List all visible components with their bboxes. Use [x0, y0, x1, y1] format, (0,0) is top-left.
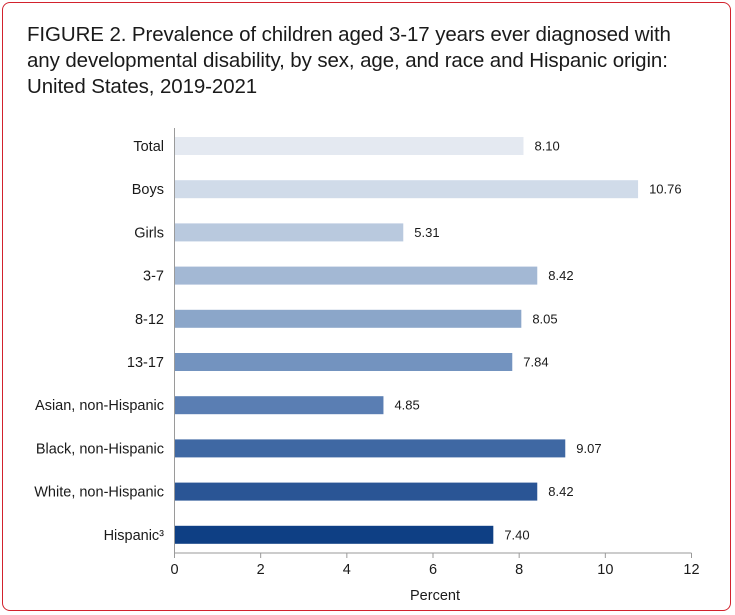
- bar-6: [175, 396, 384, 415]
- value-label-2: 5.31: [414, 225, 439, 240]
- value-label-1: 10.76: [649, 182, 682, 197]
- bar-1: [175, 180, 639, 199]
- x-tick-label-1: 2: [257, 562, 265, 578]
- category-label-4: 8-12: [135, 312, 164, 328]
- value-label-7: 9.07: [576, 441, 601, 456]
- bar-9: [175, 525, 494, 544]
- x-axis-title: Percent: [410, 588, 460, 604]
- bar-0: [175, 137, 524, 155]
- value-label-9: 7.40: [504, 527, 529, 542]
- category-label-6: Asian, non-Hispanic: [35, 398, 164, 414]
- bar-5: [175, 353, 513, 371]
- bar-2: [175, 223, 404, 242]
- x-tick-label-5: 10: [597, 562, 613, 578]
- bar-4: [175, 309, 522, 328]
- chart-title: FIGURE 2. Prevalence of children aged 3-…: [27, 23, 671, 98]
- value-label-8: 8.42: [548, 484, 573, 499]
- bar-3: [175, 266, 538, 285]
- bar-7: [175, 439, 566, 458]
- x-tick-label-3: 6: [429, 562, 437, 578]
- category-label-3: 3-7: [143, 269, 164, 285]
- x-tick-label-0: 0: [170, 562, 178, 578]
- x-tick-label-4: 8: [515, 562, 523, 578]
- category-label-0: Total: [133, 139, 164, 155]
- x-tick-label-2: 4: [343, 562, 351, 578]
- category-label-8: White, non-Hispanic: [34, 485, 164, 501]
- x-tick-label-6: 12: [683, 562, 699, 578]
- category-label-9: Hispanic³: [104, 528, 165, 544]
- value-label-4: 8.05: [532, 311, 557, 326]
- category-label-5: 13-17: [127, 355, 164, 371]
- category-label-2: Girls: [134, 225, 164, 241]
- value-label-5: 7.84: [523, 355, 548, 370]
- value-label-0: 8.10: [534, 139, 559, 154]
- value-label-3: 8.42: [548, 268, 573, 283]
- category-label-7: Black, non-Hispanic: [36, 441, 164, 457]
- bar-8: [175, 482, 538, 501]
- value-label-6: 4.85: [394, 398, 419, 413]
- category-label-1: Boys: [132, 182, 164, 198]
